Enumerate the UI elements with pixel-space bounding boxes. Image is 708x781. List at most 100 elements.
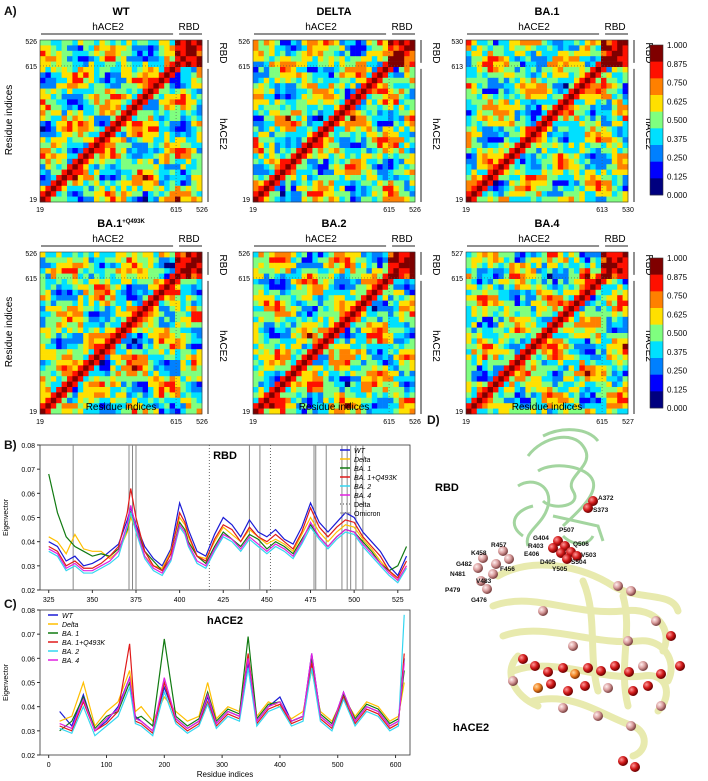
- heatmap-cell: [137, 397, 143, 404]
- heatmap-cell: [253, 104, 259, 111]
- heatmap-cell: [601, 164, 607, 170]
- heatmap-cell: [323, 300, 329, 307]
- heatmap-cell: [466, 88, 472, 95]
- heatmap-cell: [366, 322, 373, 328]
- heatmap-cell: [285, 164, 292, 170]
- heatmap-cell: [509, 94, 515, 100]
- heatmap-cell: [312, 257, 319, 264]
- heatmap-cell: [153, 88, 160, 95]
- heatmap-cell: [67, 99, 73, 106]
- heatmap-cell: [344, 316, 351, 323]
- heatmap-cell: [557, 77, 564, 84]
- heatmap-cell: [45, 180, 52, 187]
- heatmap-cell: [471, 110, 478, 116]
- heatmap-cell: [563, 262, 569, 269]
- heatmap-cell: [547, 61, 553, 68]
- heatmap-cell: [355, 164, 362, 170]
- heatmap-cell: [258, 40, 265, 46]
- heatmap-cell: [601, 61, 607, 68]
- heatmap-cell: [307, 191, 313, 197]
- heatmap-cell: [121, 175, 127, 181]
- heatmap-cell: [137, 185, 143, 192]
- heatmap-cell: [307, 252, 313, 258]
- heatmap-cell: [67, 104, 73, 111]
- heatmap-cell: [72, 180, 79, 187]
- heatmap-cell: [498, 257, 505, 264]
- heatmap-cell: [493, 121, 499, 127]
- heatmap-cell: [196, 158, 203, 165]
- heatmap-cell: [115, 67, 122, 73]
- heatmap-cell: [110, 262, 116, 269]
- heatmap-cell: [180, 333, 187, 339]
- heatmap-cell: [126, 137, 133, 143]
- heatmap-cell: [350, 327, 356, 334]
- heatmap-cell: [153, 196, 160, 203]
- heatmap-cell: [180, 110, 187, 116]
- heatmap-cell: [466, 164, 472, 170]
- heatmap-cell: [285, 381, 292, 388]
- heatmap-cell: [355, 56, 362, 62]
- heatmap-cell: [153, 40, 160, 46]
- segment-label-rbd: RBD: [391, 234, 412, 245]
- heatmap-cell: [45, 56, 52, 62]
- heatmap-cell: [263, 376, 270, 382]
- heatmap-cell: [584, 185, 591, 192]
- heatmap-cell: [56, 397, 62, 404]
- heatmap-cell: [579, 88, 586, 95]
- heatmap-cell: [317, 343, 324, 350]
- heatmap-cell: [148, 306, 154, 312]
- heatmap-cell: [196, 376, 203, 382]
- heatmap-cell: [350, 77, 356, 84]
- heatmap-cell: [617, 67, 623, 73]
- heatmap-cell: [88, 196, 95, 203]
- heatmap-cell: [296, 137, 302, 143]
- heatmap-cell: [622, 262, 629, 269]
- heatmap-cell: [404, 77, 410, 84]
- heatmap-cell: [339, 257, 346, 264]
- segment-label-rbd: RBD: [178, 22, 199, 33]
- heatmap-cell: [121, 316, 127, 323]
- heatmap-cell: [148, 333, 154, 339]
- heatmap-cell: [377, 322, 383, 328]
- heatmap-cell: [301, 311, 308, 318]
- heatmap-cell: [552, 158, 559, 165]
- heatmap-cell: [83, 273, 89, 280]
- heatmap-cell: [398, 295, 405, 301]
- heatmap-cell: [158, 131, 165, 138]
- heatmap-cell: [40, 88, 46, 95]
- heatmap-cell: [99, 376, 106, 382]
- heatmap-cell: [104, 45, 111, 52]
- heatmap-cell: [45, 121, 52, 127]
- heatmap-cell: [253, 77, 259, 84]
- heatmap-cell: [263, 72, 270, 79]
- heatmap-cell: [579, 175, 586, 181]
- heatmap-cell: [131, 257, 138, 264]
- heatmap-cell: [344, 72, 351, 79]
- heatmap-cell: [153, 387, 160, 393]
- heatmap-cell: [131, 121, 138, 127]
- heatmap-cell: [196, 110, 203, 116]
- heatmap-cell: [493, 137, 499, 143]
- heatmap-cell: [530, 77, 537, 84]
- heatmap-cell: [466, 126, 472, 133]
- heatmap-cell: [191, 349, 197, 355]
- heatmap-cell: [263, 121, 270, 127]
- heatmap-cell: [126, 322, 133, 328]
- heatmap-cell: [339, 289, 346, 296]
- heatmap-cell: [601, 252, 607, 258]
- heatmap-cell: [99, 88, 106, 95]
- heatmap-cell: [148, 262, 154, 269]
- heatmap-cell: [382, 349, 389, 355]
- heatmap-cell: [334, 56, 340, 62]
- heatmap-cell: [361, 408, 367, 415]
- heatmap-cell: [77, 289, 84, 296]
- heatmap-cell: [388, 185, 394, 192]
- heatmap-cell: [45, 164, 52, 170]
- heatmap-cell: [280, 370, 286, 377]
- heatmap-cell: [503, 67, 510, 73]
- heatmap-cell: [617, 99, 623, 106]
- heatmap-cell: [131, 180, 138, 187]
- heatmap-cell: [601, 273, 607, 280]
- heatmap-cell: [388, 403, 394, 409]
- heatmap-cell: [601, 142, 607, 149]
